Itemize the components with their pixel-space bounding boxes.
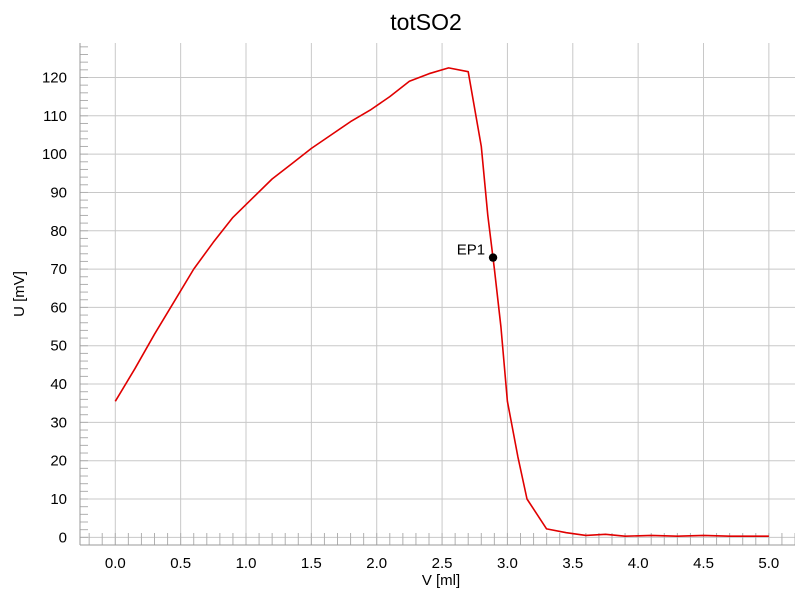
grid-layer (80, 43, 795, 545)
x-tick-label: 3.5 (562, 555, 583, 572)
x-tick-label: 4.0 (628, 555, 649, 572)
x-tick-label: 2.5 (432, 555, 453, 572)
x-tick-label: 1.0 (236, 555, 257, 572)
series-line (114, 67, 769, 538)
chart-title: totSO2 (390, 9, 462, 35)
minor-tick-layer (80, 46, 795, 545)
x-tick-label: 3.0 (497, 555, 518, 572)
x-tick-label: 4.5 (693, 555, 714, 572)
y-tick-label: 70 (50, 261, 67, 278)
y-tick-label-layer: 0 10 20 30 40 50 60 70 80 90 100 110 120 (42, 69, 67, 546)
y-axis-label: U [mV] (11, 271, 28, 317)
x-tick-label: 0.0 (105, 555, 126, 572)
x-tick-label-layer: 0.0 0.5 1.0 1.5 2.0 2.5 3.0 3.5 4.0 4.5 5.0 (105, 555, 779, 572)
y-tick-label: 50 (50, 338, 67, 355)
x-tick-label: 1.5 (301, 555, 322, 572)
y-tick-label: 30 (50, 414, 67, 431)
x-tick-label: 5.0 (758, 555, 779, 572)
axis-layer (79, 43, 795, 546)
x-tick-label: 2.0 (366, 555, 387, 572)
y-tick-label: 100 (42, 146, 67, 163)
series-layer (114, 67, 769, 538)
y-tick-label: 40 (50, 376, 67, 393)
x-tick-label: 0.5 (170, 555, 191, 572)
y-tick-label: 60 (50, 299, 67, 316)
y-tick-label: 20 (50, 453, 67, 470)
y-tick-label: 80 (50, 223, 67, 240)
annotation-layer: EP1 (457, 242, 498, 262)
endpoint-label: EP1 (457, 242, 485, 259)
endpoint-marker (488, 253, 498, 262)
y-tick-label: 120 (42, 69, 67, 86)
y-tick-label: 110 (43, 108, 67, 125)
x-axis-label: V [ml] (422, 572, 460, 589)
y-tick-label: 10 (50, 491, 67, 508)
y-tick-label: 90 (50, 184, 67, 201)
y-tick-label: 0 (59, 529, 67, 546)
